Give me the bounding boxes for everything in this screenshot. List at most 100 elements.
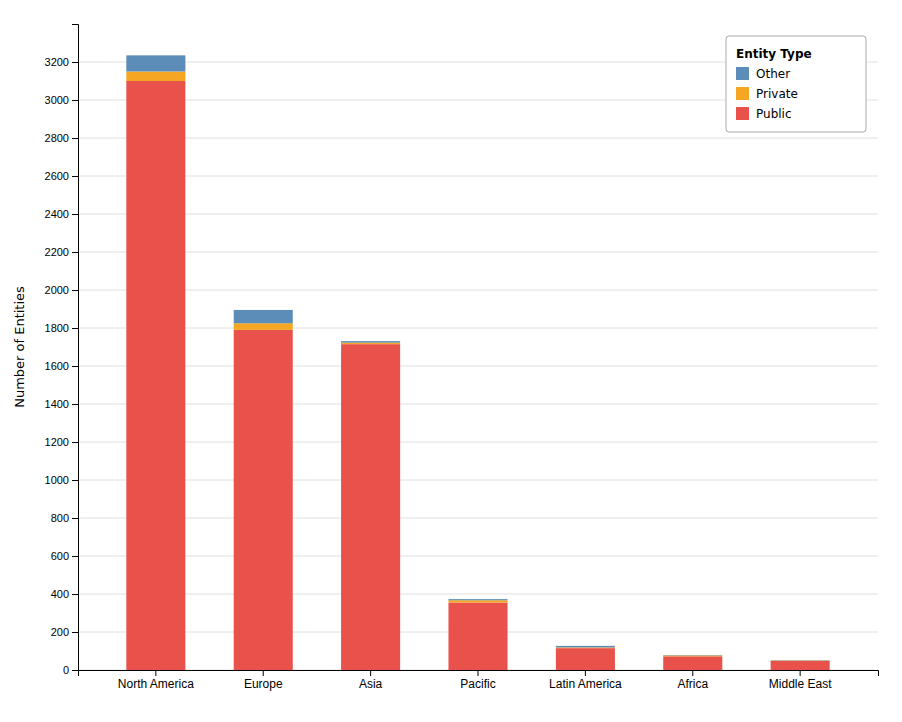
grid-line <box>78 366 878 367</box>
grid-line <box>78 518 878 519</box>
grid-line <box>78 252 878 253</box>
x-tick-mark <box>155 670 156 676</box>
y-tick-mark <box>72 442 78 443</box>
y-tick-label: 800 <box>51 512 69 524</box>
legend-label: Other <box>756 67 790 81</box>
bars <box>126 55 829 670</box>
y-tick-label: 1200 <box>45 436 69 448</box>
y-tick-mark <box>72 480 78 481</box>
bar <box>663 655 722 657</box>
y-tick-label: 2800 <box>45 132 69 144</box>
y-tick-label: 0 <box>63 664 69 676</box>
grid-line <box>78 404 878 405</box>
bar <box>341 343 400 345</box>
grid <box>78 62 878 670</box>
bar <box>663 654 722 655</box>
y-tick-label: 3000 <box>45 94 69 106</box>
grid-line <box>78 176 878 177</box>
legend-item: Private <box>736 87 798 101</box>
legend-label: Public <box>756 107 792 121</box>
x-tick-label: Latin America <box>549 677 622 691</box>
legend-label: Private <box>756 87 798 101</box>
y-tick-mark <box>72 62 78 63</box>
legend-swatch <box>736 107 749 120</box>
y-tick-label: 2400 <box>45 208 69 220</box>
x-tick-mark <box>370 670 371 676</box>
y-tick-label: 600 <box>51 550 69 562</box>
x-tick-mark <box>263 670 264 676</box>
y-tick-mark <box>72 100 78 101</box>
legend-swatch <box>736 67 749 80</box>
bar <box>771 661 830 670</box>
y-tick-label: 200 <box>51 626 69 638</box>
legend-title: Entity Type <box>736 47 812 61</box>
x-tick-label: Africa <box>677 677 708 691</box>
bar <box>126 55 185 71</box>
y-tick-mark <box>72 328 78 329</box>
y-tick: 1400 <box>45 398 78 410</box>
y-tick: 600 <box>51 550 78 562</box>
y-tick-mark <box>72 518 78 519</box>
x-tick: Pacific <box>460 670 495 691</box>
y-tick: 1800 <box>45 322 78 334</box>
bar <box>341 341 400 343</box>
bar <box>126 81 185 670</box>
x-tick: Africa <box>677 670 708 691</box>
grid-line <box>78 594 878 595</box>
x-tick-mark <box>478 670 479 676</box>
plot-area: North America Europe Asia Pacific Latin Amer… <box>45 25 879 691</box>
y-axis-line <box>72 25 79 671</box>
y-tick: 2600 <box>45 170 78 182</box>
x-tick-mark <box>692 670 693 676</box>
bar <box>234 310 293 323</box>
y-tick-label: 400 <box>51 588 69 600</box>
x-tick-label: Asia <box>359 677 383 691</box>
bar <box>448 600 507 602</box>
legend-box <box>726 36 866 132</box>
x-tick: Middle East <box>769 670 832 691</box>
chart-container: North America Europe Asia Pacific Latin Amer… <box>0 0 902 722</box>
y-tick-label: 3200 <box>45 56 69 68</box>
x-tick-label: Middle East <box>769 677 832 691</box>
bar-series <box>126 81 829 670</box>
x-tick-mark <box>800 670 801 676</box>
bar <box>771 660 830 661</box>
y-tick: 1200 <box>45 436 78 448</box>
y-tick-mark <box>72 252 78 253</box>
y-tick: 1000 <box>45 474 78 486</box>
bar <box>556 648 615 670</box>
grid-line <box>78 138 878 139</box>
y-tick: 3000 <box>45 94 78 106</box>
x-tick-label: Pacific <box>460 677 495 691</box>
grid-line <box>78 328 878 329</box>
y-tick-label: 2000 <box>45 284 69 296</box>
y-tick-mark <box>72 404 78 405</box>
x-tick: Latin America <box>549 670 622 691</box>
y-tick-mark <box>72 138 78 139</box>
y-tick-label: 2600 <box>45 170 69 182</box>
y-tick-mark <box>72 594 78 595</box>
bar <box>448 603 507 670</box>
y-tick: 2200 <box>45 246 78 258</box>
y-tick-label: 1400 <box>45 398 69 410</box>
legend: Entity Type Other Private Public <box>726 36 866 132</box>
bar-series <box>126 72 829 661</box>
grid-line <box>78 214 878 215</box>
legend-item: Public <box>736 107 792 121</box>
y-tick-mark <box>72 632 78 633</box>
x-tick: Asia <box>359 670 383 691</box>
x-tick: North America <box>118 670 194 691</box>
bar <box>234 323 293 330</box>
legend-item: Other <box>736 67 790 81</box>
y-tick: 400 <box>51 588 78 600</box>
bar <box>234 330 293 670</box>
x-axis-line <box>79 671 879 677</box>
x-tick-label: Europe <box>244 677 283 691</box>
grid-line <box>78 442 878 443</box>
y-tick: 3200 <box>45 56 78 68</box>
y-tick-label: 2200 <box>45 246 69 258</box>
y-tick-label: 1800 <box>45 322 69 334</box>
x-axis: North America Europe Asia Pacific Latin Amer… <box>79 670 879 691</box>
y-tick: 2800 <box>45 132 78 144</box>
chart-svg: North America Europe Asia Pacific Latin Amer… <box>0 0 902 722</box>
